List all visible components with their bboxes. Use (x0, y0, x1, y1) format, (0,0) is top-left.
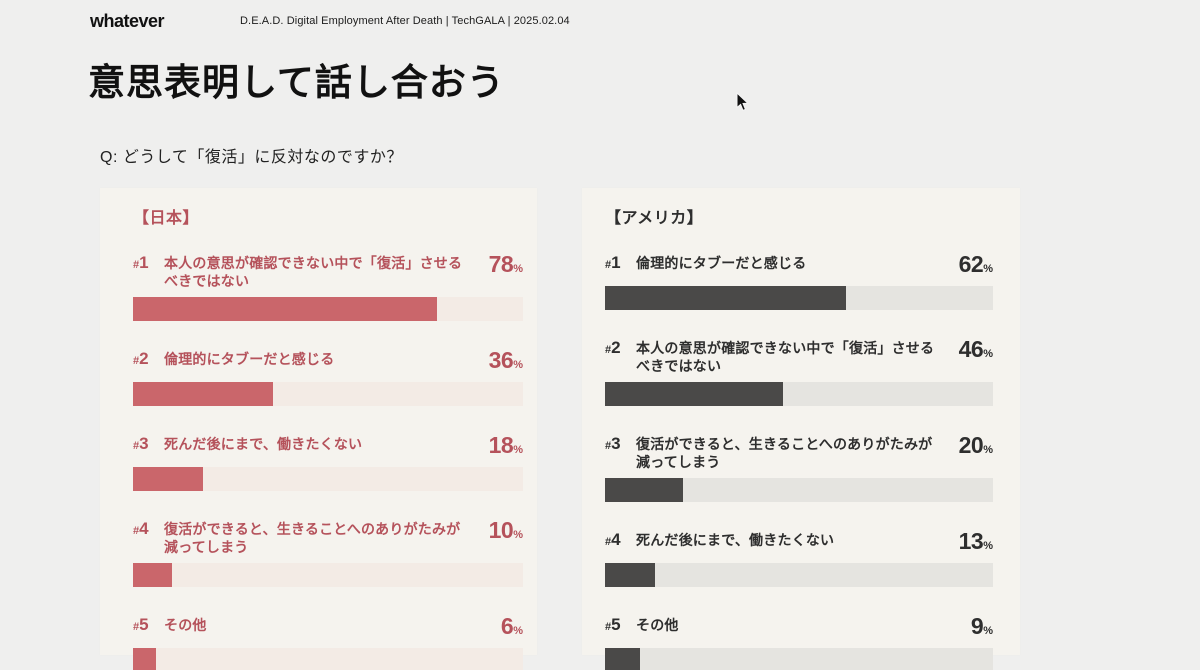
deck-subtitle: D.E.A.D. Digital Employment After Death … (240, 15, 570, 27)
bar-value: 36% (488, 347, 523, 373)
chart-panel-japan: 【日本】 #1 本人の意思が確認できない中で「復活」させるべきではない 78% #2 倫… (100, 188, 537, 670)
bar-row: #1 本人の意思が確認できない中で「復活」させるべきではない 78% (133, 251, 523, 321)
bar-fill (133, 297, 438, 321)
bar-label: 本人の意思が確認できない中で「復活」させるべきではない (164, 255, 463, 289)
page-title: 意思表明して話し合おう (88, 62, 505, 103)
bar-label: 復活ができると、生きることへのありがたみが減ってしまう (164, 521, 461, 555)
bar-value: 62% (958, 251, 993, 277)
bar-fill (605, 648, 640, 670)
bar-row-head: #5 その他 6% (133, 613, 523, 641)
bar-row-head: #4 復活ができると、生きることへのありがたみが減ってしまう 10% (133, 517, 523, 556)
bar-label: 復活ができると、生きることへのありがたみが減ってしまう (636, 436, 933, 470)
bar-track (133, 563, 523, 587)
bar-row-head: #3 死んだ後にまで、働きたくない 18% (133, 432, 523, 460)
bar-value: 46% (958, 336, 993, 362)
rank-label: #2 (605, 338, 621, 357)
top-bar: whatever D.E.A.D. Digital Employment Aft… (0, 0, 1200, 40)
bar-label: 死んだ後にまで、働きたくない (164, 436, 363, 452)
chart-title-japan: 【日本】 (133, 210, 200, 227)
bar-label: その他 (636, 617, 679, 633)
chart-title-usa: 【アメリカ】 (605, 210, 704, 227)
rank-label: #3 (133, 434, 149, 453)
mouse-cursor-icon (736, 92, 749, 111)
bar-fill (605, 563, 656, 587)
bar-track (133, 297, 523, 321)
bar-row: #3 死んだ後にまで、働きたくない 18% (133, 432, 523, 491)
bar-value: 6% (500, 613, 523, 639)
bar-fill (133, 382, 274, 406)
bar-fill (605, 286, 846, 310)
bar-row: #2 倫理的にタブーだと感じる 36% (133, 347, 523, 406)
bar-track (605, 563, 993, 587)
bar-track (133, 467, 523, 491)
bar-fill (605, 478, 683, 502)
bar-label: その他 (164, 617, 207, 633)
bar-label: 本人の意思が確認できない中で「復活」させるべきではない (636, 340, 935, 374)
chart-panel-usa: 【アメリカ】 #1 倫理的にタブーだと感じる 62% #2 本人の意思が確認できない中で… (582, 188, 1020, 670)
bar-row-head: #4 死んだ後にまで、働きたくない 13% (605, 528, 993, 556)
bar-label: 倫理的にタブーだと感じる (636, 255, 807, 271)
bar-row: #5 その他 6% (133, 613, 523, 670)
bar-rows-usa: #1 倫理的にタブーだと感じる 62% #2 本人の意思が確認できない中で「復活」させる… (605, 251, 993, 670)
bar-fill (133, 648, 157, 670)
bar-row: #1 倫理的にタブーだと感じる 62% (605, 251, 993, 310)
bar-row: #4 死んだ後にまで、働きたくない 13% (605, 528, 993, 587)
bar-row-head: #3 復活ができると、生きることへのありがたみが減ってしまう 20% (605, 432, 993, 471)
bar-value: 20% (958, 432, 993, 458)
rank-label: #4 (605, 530, 621, 549)
bar-row: #5 その他 9% (605, 613, 993, 670)
bar-value: 78% (488, 251, 523, 277)
bar-value: 13% (958, 528, 993, 554)
bar-track (605, 648, 993, 670)
bar-row-head: #1 本人の意思が確認できない中で「復活」させるべきではない 78% (133, 251, 523, 290)
bar-row: #3 復活ができると、生きることへのありがたみが減ってしまう 20% (605, 432, 993, 502)
rank-label: #3 (605, 434, 621, 453)
bar-row: #4 復活ができると、生きることへのありがたみが減ってしまう 10% (133, 517, 523, 587)
bar-track (133, 648, 523, 670)
rank-label: #4 (133, 519, 149, 538)
bar-track (133, 382, 523, 406)
bar-row-head: #2 倫理的にタブーだと感じる 36% (133, 347, 523, 375)
bar-rows-japan: #1 本人の意思が確認できない中で「復活」させるべきではない 78% #2 倫理的にタブ… (133, 251, 523, 670)
bar-row-head: #1 倫理的にタブーだと感じる 62% (605, 251, 993, 279)
bar-label: 倫理的にタブーだと感じる (164, 351, 335, 367)
bar-row-head: #2 本人の意思が確認できない中で「復活」させるべきではない 46% (605, 336, 993, 375)
rank-label: #5 (133, 615, 149, 634)
bar-track (605, 478, 993, 502)
bar-track (605, 382, 993, 406)
bar-value: 9% (970, 613, 993, 639)
survey-question: Q: どうして「復活」に反対なのですか？ (100, 149, 403, 166)
bar-fill (133, 563, 172, 587)
bar-fill (605, 382, 784, 406)
whatever-logo: whatever (90, 11, 165, 31)
rank-label: #1 (133, 253, 149, 272)
bar-row-head: #5 その他 9% (605, 613, 993, 641)
bar-value: 10% (488, 517, 523, 543)
rank-label: #5 (605, 615, 621, 634)
bar-track (605, 286, 993, 310)
bar-row: #2 本人の意思が確認できない中で「復活」させるべきではない 46% (605, 336, 993, 406)
rank-label: #2 (133, 349, 149, 368)
bar-label: 死んだ後にまで、働きたくない (636, 532, 835, 548)
rank-label: #1 (605, 253, 621, 272)
bar-fill (133, 467, 204, 491)
bar-value: 18% (488, 432, 523, 458)
